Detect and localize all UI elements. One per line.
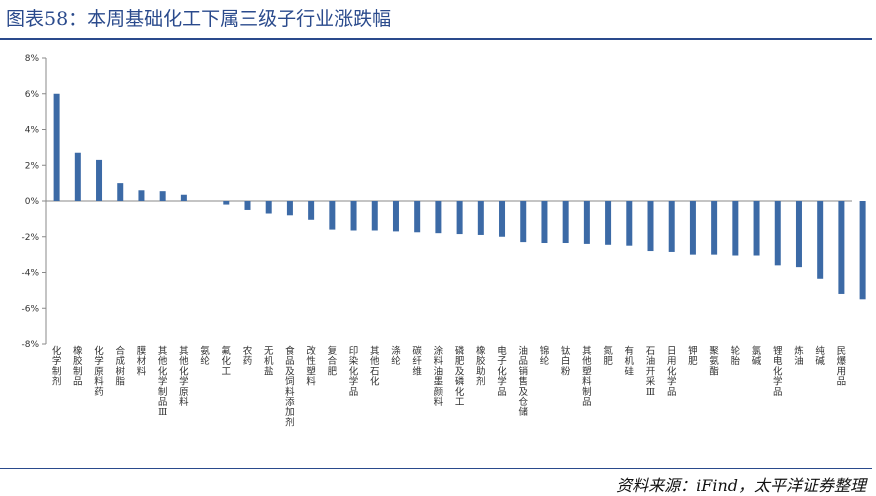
bar	[159, 191, 166, 201]
category-label: 其他塑料制品	[582, 346, 592, 408]
bar	[817, 201, 824, 279]
bar	[435, 201, 442, 234]
bottom-rule	[0, 468, 872, 469]
category-label: 纯碱	[815, 345, 825, 367]
category-label: 其他化学制品 Ⅲ	[158, 346, 168, 418]
bar	[350, 201, 357, 231]
bar	[223, 201, 230, 205]
page-title: 图表58：本周基础化工下属三级子行业涨跌幅	[6, 8, 392, 30]
category-label: 合成树脂	[115, 345, 125, 388]
bar	[244, 201, 251, 210]
category-label: 改性塑料	[306, 345, 316, 388]
bar	[286, 201, 293, 216]
category-label: 其他化学原料	[179, 346, 189, 408]
category-label: 氯碱	[752, 345, 762, 367]
y-tick-label: 2%	[25, 161, 40, 171]
bar	[138, 190, 145, 201]
category-label: 聚氨酯	[709, 346, 719, 377]
y-tick-label: -2%	[21, 233, 39, 243]
category-label: 锦纶	[540, 345, 550, 367]
category-label: 日用化学品	[667, 346, 677, 398]
bar	[626, 201, 633, 246]
category-label: 轮胎	[731, 345, 741, 367]
bar	[477, 201, 484, 235]
y-tick-label: 8%	[25, 54, 40, 64]
category-label: 钛白粉	[561, 345, 571, 377]
bar	[74, 152, 81, 201]
category-label: 民爆用品	[837, 346, 847, 388]
category-label: 磷肥及磷化工	[455, 345, 465, 408]
category-label: 炼油	[794, 345, 804, 367]
category-label: 其他石化	[370, 346, 380, 388]
bar	[583, 201, 590, 244]
category-label: 化学原料药	[94, 345, 104, 398]
category-label: 有机硅	[625, 345, 635, 377]
bar	[265, 201, 272, 214]
category-label: 无机盐	[264, 346, 274, 377]
bar	[520, 201, 527, 243]
bar	[456, 201, 463, 235]
top-rule	[0, 38, 872, 40]
source-note: 资料来源：iFind，太平洋证券整理	[616, 476, 866, 495]
category-label: 电子化学品	[497, 345, 507, 398]
bar	[392, 201, 399, 232]
bar	[541, 201, 548, 244]
category-label: 复合肥	[328, 345, 338, 377]
category-label: 氟化工	[222, 345, 232, 377]
category-label: 钾肥	[688, 345, 698, 367]
y-tick-label: -4%	[21, 269, 39, 279]
bar	[859, 201, 866, 300]
bar	[732, 201, 739, 256]
bar	[774, 201, 781, 266]
bar	[371, 201, 378, 231]
bar-layer	[53, 93, 866, 300]
category-label: 食品及饲料添加剂	[285, 345, 295, 428]
bar	[308, 201, 315, 220]
bar	[414, 201, 421, 233]
category-label: 涂料油墨颜料	[434, 345, 444, 408]
bar	[795, 201, 802, 268]
bar	[711, 201, 718, 255]
bar	[329, 201, 336, 230]
category-label: 橡胶助剂	[476, 345, 486, 388]
category-label: 涤纶	[391, 345, 401, 367]
y-tick-label: 0%	[25, 197, 40, 207]
bar	[96, 159, 103, 201]
y-tick-label: -8%	[21, 340, 39, 350]
category-label: 石油开采 Ⅲ	[646, 346, 656, 398]
y-tick-label: 4%	[25, 126, 40, 136]
label-layer: 化学制剂 橡胶制品 化学原料药 合成树脂 膜材料 其他化学制品 Ⅲ 其他化学原料 氨纶 氟化工 农药…	[52, 345, 847, 428]
axis-layer: 8% 6% 4% 2% 0% -2% -4% -6% -8%	[21, 54, 852, 350]
category-label: 氮肥	[603, 345, 613, 367]
category-label: 橡胶制品	[73, 345, 83, 388]
bar	[605, 201, 612, 245]
bar	[562, 201, 569, 244]
bar	[647, 201, 654, 252]
bar	[499, 201, 506, 237]
bar	[689, 201, 696, 255]
y-tick-label: -6%	[21, 304, 39, 314]
category-label: 农药	[243, 345, 253, 367]
category-label: 油品销售及仓储	[518, 345, 528, 418]
category-label: 膜材料	[137, 346, 147, 377]
category-label: 碳纤维	[412, 345, 422, 377]
bar	[53, 93, 60, 201]
category-label: 印染化学品	[349, 345, 359, 398]
category-label: 氨纶	[200, 345, 210, 367]
bar	[180, 194, 187, 201]
bar	[838, 201, 845, 294]
category-label: 锂电化学品	[773, 345, 783, 398]
category-label: 化学制剂	[52, 345, 62, 388]
bar-chart: 8% 6% 4% 2% 0% -2% -4% -6% -8% 化学制剂 橡胶制品 化学原料药 合成树脂…	[21, 54, 866, 428]
y-tick-label: 6%	[25, 90, 40, 100]
bar	[753, 201, 760, 256]
bar	[117, 183, 124, 202]
bar	[668, 201, 675, 252]
